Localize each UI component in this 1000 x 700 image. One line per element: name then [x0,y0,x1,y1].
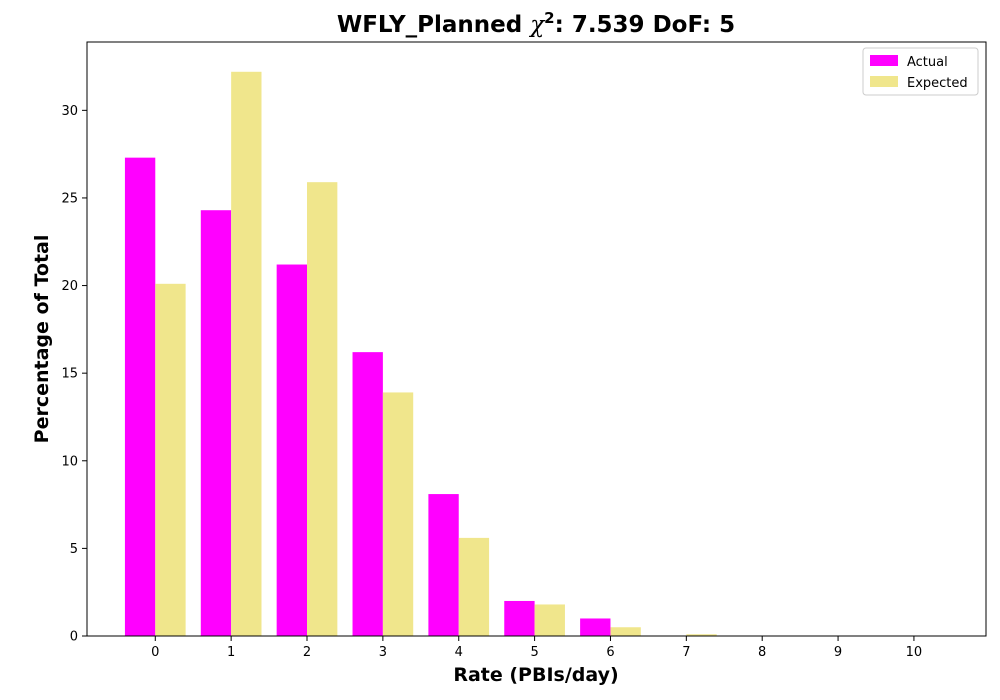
y-tick-label-20: 20 [61,279,78,294]
y-tick-label-15: 15 [61,367,78,382]
x-tick-label-8: 8 [758,645,766,660]
y-tick-label-25: 25 [61,191,78,206]
bar-actual-4 [428,494,459,636]
y-tick-label-0: 0 [70,630,78,645]
x-tick-label-2: 2 [303,645,311,660]
chart-title-chi: χ [528,12,546,38]
x-tick-label-6: 6 [606,645,614,660]
legend: Actual Expected [862,47,979,96]
x-tick-label-5: 5 [530,645,538,660]
bar-expected-0 [155,283,186,636]
x-tick-label-4: 4 [455,645,463,660]
x-tick-label-7: 7 [682,645,690,660]
x-tick-label-3: 3 [379,645,387,660]
bar-actual-2 [276,264,308,636]
x-tick-label-1: 1 [227,645,235,660]
bar-expected-2 [307,182,338,636]
x-axis-label: Rate (PBIs/day) [453,664,618,686]
chart-title-superscript: 2 [544,9,554,27]
y-tick-label-10: 10 [61,454,78,469]
y-axis-label: Percentage of Total [31,235,53,444]
bar-expected-5 [534,604,565,636]
legend-label-expected: Expected [907,76,968,91]
bar-actual-3 [352,352,383,636]
legend-label-actual: Actual [907,55,948,70]
bar-actual-5 [504,600,535,636]
bar-expected-1 [231,71,262,637]
chart-title-suffix: : 7.539 DoF: 5 [555,12,736,38]
x-tick-label-10: 10 [906,645,923,660]
bar-actual-1 [200,210,232,636]
bar-actual-0 [124,157,156,636]
x-tick-label-0: 0 [151,645,159,660]
plot-area: 0 1 2 3 4 5 6 7 8 9 10 0 5 10 15 20 25 30 [61,71,923,660]
y-tick-label-30: 30 [61,104,78,119]
bar-expected-4 [458,537,490,636]
bar-expected-7 [686,634,717,636]
legend-swatch-actual [870,55,898,66]
x-tick-label-9: 9 [834,645,842,660]
legend-swatch-expected [870,76,898,87]
bar-actual-6 [580,618,611,636]
plot-frame [86,41,987,637]
bar-expected-6 [610,627,641,636]
y-tick-label-5: 5 [70,542,78,557]
chart-title: WFLY_Planned χ2: 7.539 DoF: 5 [337,9,735,38]
bar-expected-3 [382,392,414,636]
chart-title-prefix: WFLY_Planned [337,12,530,38]
